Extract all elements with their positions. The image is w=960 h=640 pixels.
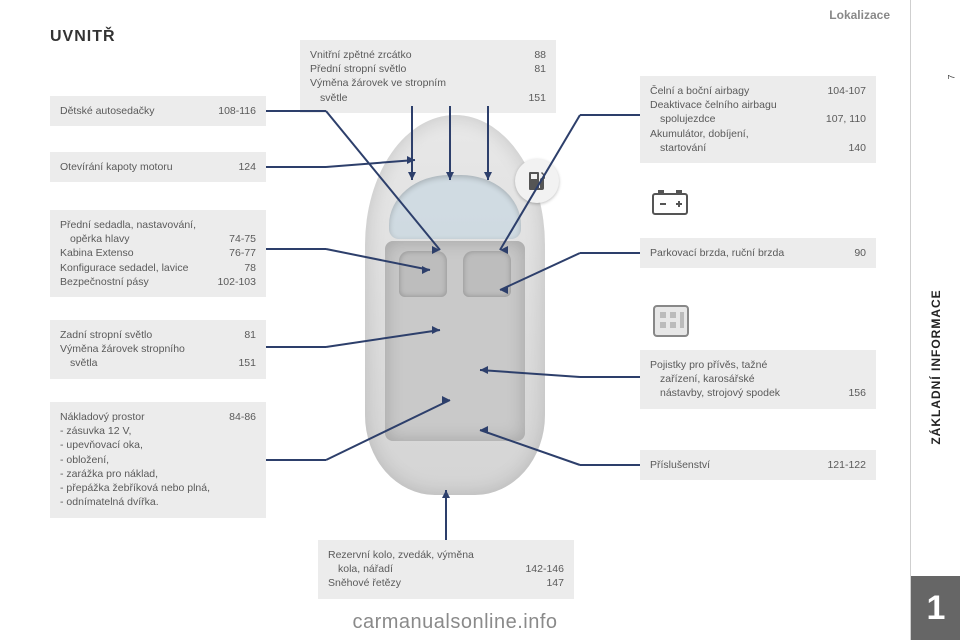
callout-pages [860, 358, 866, 372]
callout-label: nástavby, strojový spodek [650, 386, 834, 400]
callout-pages: 140 [842, 141, 866, 155]
callout-bullets: zásuvka 12 V,upevňovací oka,obložení,zar… [60, 424, 256, 509]
callout-accessories: Příslušenství 121-122 [640, 450, 876, 480]
callout-label: Přední sedadla, nastavování, [60, 218, 242, 232]
callout-bullet: obložení, [60, 453, 256, 467]
callout-spare-wheel: Rezervní kolo, zvedák, výměnakola, nářad… [318, 540, 574, 599]
watermark: carmanualsonline.info [0, 611, 910, 634]
callout-child-seats: Dětské autosedačky 108-116 [50, 96, 266, 126]
callout-pages [860, 98, 866, 112]
callout-pages: 107, 110 [820, 112, 866, 126]
callout-pages [540, 76, 546, 90]
callout-bonnet: Otevírání kapoty motoru 124 [50, 152, 266, 182]
page-number: 7 [946, 74, 956, 79]
callout-pages: 121-122 [821, 458, 866, 472]
callout-label: Deaktivace čelního airbagu [650, 98, 852, 112]
callout-label: Vnitřní zpětné zrcátko [310, 48, 520, 62]
callout-bullet: přepážka žebříková nebo plná, [60, 481, 256, 495]
page: Lokalizace UVNITŘ Dětské autosedačky 108-… [0, 0, 910, 640]
callout-label: Dětské autosedačky [60, 104, 204, 118]
callout-label: Zadní stropní světlo [60, 328, 230, 342]
header-right-label: Lokalizace [829, 8, 890, 22]
callout-pages: 124 [232, 160, 256, 174]
battery-icon [650, 186, 690, 218]
callout-label: opěrka hlavy [60, 232, 215, 246]
callout-pages: 151 [232, 356, 256, 370]
chapter-box: 1 [911, 576, 960, 640]
callout-pages: 90 [848, 246, 866, 260]
callout-bullet: zásuvka 12 V, [60, 424, 256, 438]
callout-airbags-battery: Čelní a boční airbagy 104-107Deaktivace č… [640, 76, 876, 163]
callout-label: Parkovací brzda, ruční brzda [650, 246, 840, 260]
callout-pages: 88 [528, 48, 546, 62]
chapter-number: 1 [927, 589, 946, 628]
callout-label: Kabina Extenso [60, 246, 215, 260]
callout-pages: 156 [842, 386, 866, 400]
callout-pages: 102-103 [211, 275, 256, 289]
fuel-pump-icon [515, 159, 559, 203]
callout-label: Přední stropní světlo [310, 62, 520, 76]
callout-pages: 147 [540, 576, 564, 590]
callout-label: světla [60, 356, 224, 370]
callout-pages [250, 342, 256, 356]
fusebox-icon [650, 300, 694, 340]
callout-pages [860, 127, 866, 141]
callout-label: Bezpečnostní pásy [60, 275, 203, 289]
side-tab: 7 ZÁKLADNÍ INFORMACE 1 [910, 0, 960, 640]
callout-pages [860, 372, 866, 386]
callout-pages: 81 [238, 328, 256, 342]
callout-label: zařízení, karosářské [650, 372, 852, 386]
callout-bullet: zarážka pro náklad, [60, 467, 256, 481]
callout-label: Pojistky pro přívěs, tažné [650, 358, 852, 372]
side-tab-label: ZÁKLADNÍ INFORMACE [929, 289, 943, 444]
callout-label: Konfigurace sedadel, lavice [60, 261, 230, 275]
callout-fuses: Pojistky pro přívěs, tažnézařízení, karo… [640, 350, 876, 409]
callout-pages: 74-75 [223, 232, 256, 246]
callout-bullet: upevňovací oka, [60, 438, 256, 452]
callout-label: Nákladový prostor [60, 410, 215, 424]
callout-parking-brake: Parkovací brzda, ruční brzda 90 [640, 238, 876, 268]
callout-label: Otevírání kapoty motoru [60, 160, 224, 174]
callout-label: Sněhové řetězy [328, 576, 532, 590]
callout-label: Akumulátor, dobíjení, [650, 127, 852, 141]
callout-label: Výměna žárovek stropního [60, 342, 242, 356]
callout-cargo: Nákladový prostor 84-86zásuvka 12 V,upevň… [50, 402, 266, 518]
callout-pages [250, 218, 256, 232]
callout-label: Rezervní kolo, zvedák, výměna [328, 548, 550, 562]
callout-pages: 104-107 [821, 84, 866, 98]
callout-label: spolujezdce [650, 112, 812, 126]
callout-pages: 84-86 [223, 410, 256, 424]
callout-front-seats: Přední sedadla, nastavování,opěrka hlavy… [50, 210, 266, 297]
callout-pages [558, 548, 564, 562]
callout-label: Výměna žárovek ve stropním [310, 76, 532, 90]
section-title: UVNITŘ [50, 28, 116, 46]
callout-bullet: odnímatelná dvířka. [60, 495, 256, 509]
callout-pages: 108-116 [212, 104, 256, 118]
callout-label: kola, nářadí [328, 562, 511, 576]
callout-pages: 78 [238, 261, 256, 275]
callout-pages: 151 [522, 91, 546, 105]
callout-mirror-lights: Vnitřní zpětné zrcátko 88 Přední stropní s… [300, 40, 556, 113]
callout-label: světle [310, 91, 514, 105]
callout-pages: 81 [528, 62, 546, 76]
callout-pages: 142-146 [519, 562, 564, 576]
callout-pages: 76-77 [223, 246, 256, 260]
callout-label: Příslušenství [650, 458, 813, 472]
callout-label: startování [650, 141, 834, 155]
callout-rear-light: Zadní stropní světlo 81Výměna žárovek str… [50, 320, 266, 379]
callout-label: Čelní a boční airbagy [650, 84, 813, 98]
vehicle-top-view [355, 115, 555, 495]
